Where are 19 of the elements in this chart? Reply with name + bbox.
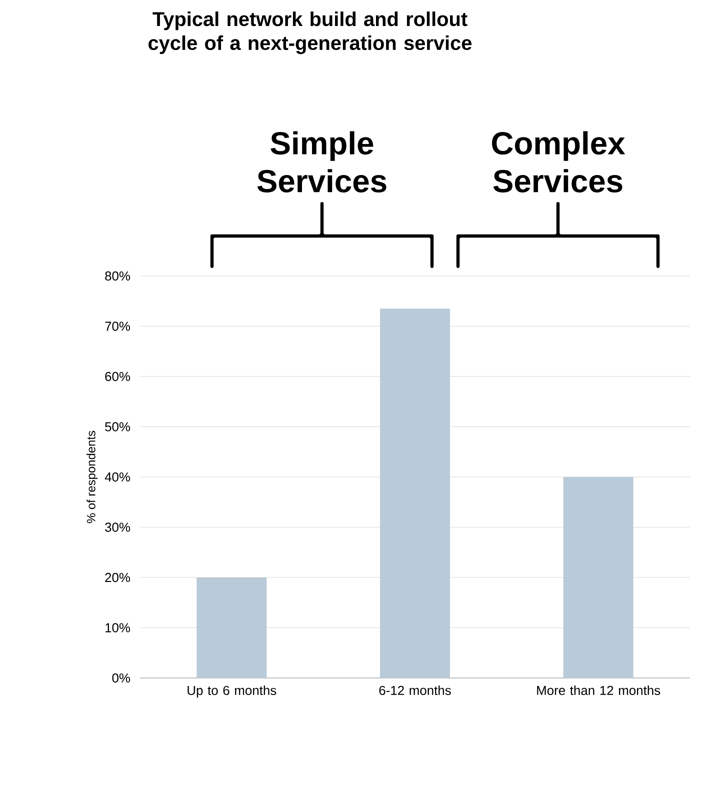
y-tick-label: 10% — [106, 623, 130, 632]
text: Complex Services — [492, 131, 626, 192]
y-tick-label: 30% — [105, 522, 130, 532]
x-tick-label: More than 12 months — [537, 686, 660, 696]
bar — [196, 577, 267, 678]
y-tick-label: 70% — [105, 322, 130, 331]
text: Simple Services — [257, 131, 386, 192]
y-tick-label: 40% — [104, 472, 130, 482]
bar — [563, 476, 634, 678]
bar — [380, 308, 450, 678]
y-tick-label: 80% — [105, 271, 130, 281]
x-tick-label: 6-12 months — [379, 686, 451, 696]
y-tick-label: 60% — [105, 372, 130, 382]
y-tick-label: 20% — [105, 572, 130, 582]
chart-title: Typical network build and rollout cycle of a next-generation service — [148, 12, 472, 54]
y-tick-label: 0% — [112, 673, 130, 683]
y-tick-label: 50% — [105, 422, 130, 432]
y-axis-title: % of respondents — [86, 430, 98, 524]
x-tick-label: Up to 6 months — [188, 686, 276, 698]
